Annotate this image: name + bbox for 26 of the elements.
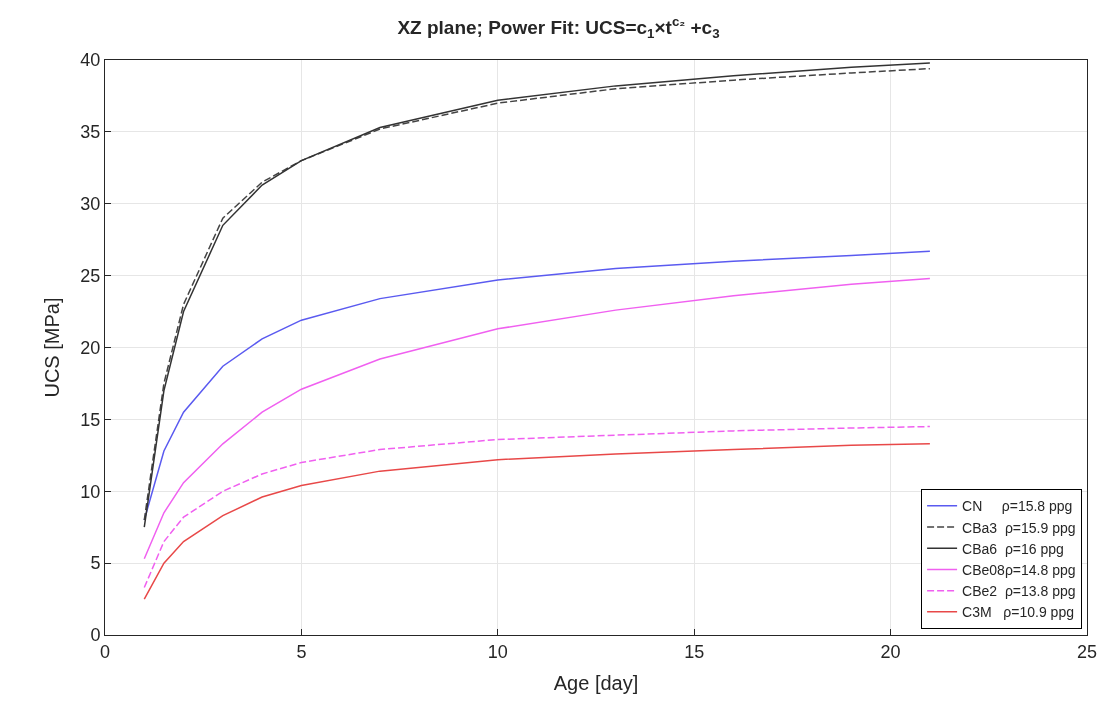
x-tick-label: 5 [296, 641, 307, 662]
x-tick-label: 15 [684, 641, 705, 662]
chart-title: XZ plane; Power Fit: UCS=c$_{1}$×t$^{c₂}$ +c$_{3}$ [397, 14, 720, 42]
y-tick-label: 20 [80, 337, 101, 358]
legend-label: C3M ρ=10.9 ppg [962, 604, 1074, 621]
legend-label: CBa3 ρ=15.9 ppg [962, 519, 1076, 536]
y-axis-title: UCS [MPa] [40, 297, 63, 398]
y-tick-label: 40 [80, 50, 101, 71]
y-tick-label: 35 [80, 122, 101, 143]
line-series [143, 277, 931, 560]
y-tick-label: 25 [80, 265, 101, 286]
y-tick-label: 0 [90, 625, 101, 646]
y-tick-label: 30 [80, 194, 101, 215]
x-tick-label: 25 [1076, 641, 1098, 662]
legend-label: CBa6 ρ=16 ppg [962, 540, 1064, 557]
line-series [143, 443, 931, 600]
line-series [143, 425, 931, 589]
x-axis-title: Age [day] [553, 672, 639, 695]
x-tick-label: 20 [880, 641, 901, 662]
legend-label: CBe08ρ=14.8 ppg [962, 561, 1076, 578]
y-tick-label: 15 [80, 409, 101, 430]
legend-label: CN ρ=15.8 ppg [962, 498, 1073, 515]
y-tick-label: 5 [90, 553, 101, 574]
x-tick-label: 10 [487, 641, 508, 662]
y-tick-label: 10 [80, 481, 101, 502]
legend-label: CBe2 ρ=13.8 ppg [962, 583, 1076, 600]
